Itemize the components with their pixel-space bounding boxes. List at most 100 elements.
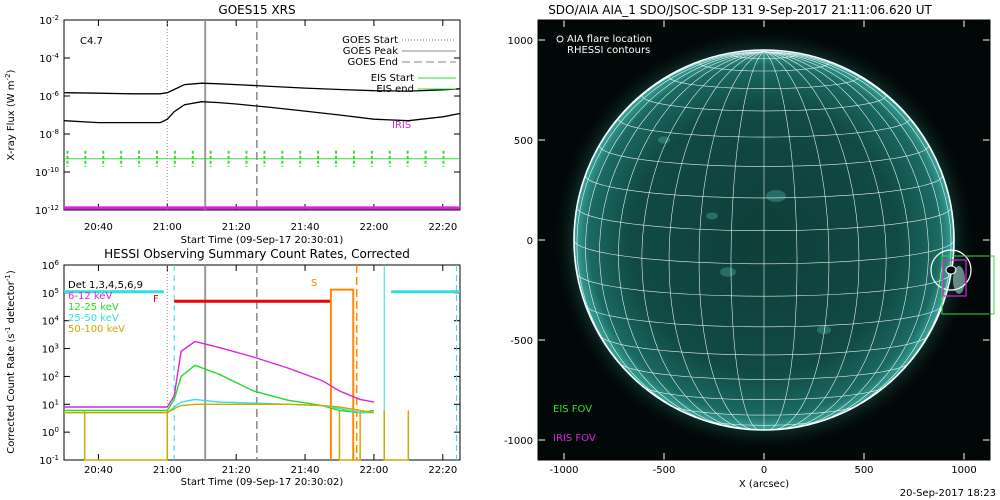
hessi-y-tick-label: 104 bbox=[42, 315, 60, 328]
hessi-plot-frame bbox=[63, 264, 461, 461]
aia-longitude-line bbox=[763, 51, 830, 431]
goes-x-tick-label: 22:20 bbox=[428, 222, 457, 233]
aia-legend-rhessi: RHESSI contours bbox=[567, 45, 650, 56]
goes-x-tick-label: 21:00 bbox=[153, 222, 182, 233]
goes-x-axis: 20:40 21:00 21:20 21:40 22:00 22:20 bbox=[84, 20, 457, 233]
hessi-y-tick-label: 101 bbox=[42, 398, 59, 411]
hessi-legend-det: Det 1,3,4,5,6,9 bbox=[68, 280, 143, 291]
hessi-legend-25-50: 25-50 keV bbox=[68, 313, 119, 324]
goes-flare-class: C4.7 bbox=[80, 36, 103, 47]
goes-y-tick-label: 10-8 bbox=[39, 128, 59, 141]
hessi-legend: Det 1,3,4,5,6,9 6-12 keV 12-25 keV 25-50… bbox=[68, 278, 317, 335]
aia-longitude-line bbox=[668, 51, 765, 429]
aia-x-axis: -1000 -500 0 500 1000 bbox=[549, 20, 977, 476]
legend-goes-peak: GOES Peak bbox=[343, 46, 398, 57]
hessi-data-gap bbox=[338, 410, 361, 461]
aia-flare-location-circle bbox=[930, 249, 972, 291]
aia-x-tick-label: 500 bbox=[854, 465, 873, 476]
aia-flare-location-legend-icon bbox=[556, 35, 564, 43]
hessi-y-tick-label: 102 bbox=[42, 370, 59, 383]
hessi-title: HESSI Observing Summary Count Rates, Cor… bbox=[104, 247, 410, 261]
aia-longitude-line bbox=[730, 51, 765, 431]
hessi-x-label: Start Time (09-Sep-17 20:30:02) bbox=[181, 477, 344, 488]
aia-x-tick-label: -1000 bbox=[549, 465, 578, 476]
hessi-flag-s-bar bbox=[329, 288, 355, 460]
legend-iris: IRIS bbox=[392, 120, 411, 131]
aia-flare-brightening bbox=[953, 266, 965, 294]
aia-footer-date: 20-Sep-2017 18:23 bbox=[900, 488, 996, 499]
hessi-x-axis: 20:40 21:00 21:20 21:40 22:00 22:20 bbox=[84, 265, 457, 476]
hessi-y-tick-label: 105 bbox=[42, 287, 59, 300]
aia-eis-fov-label: EIS FOV bbox=[553, 404, 592, 415]
aia-y-tick-label: -1000 bbox=[504, 436, 533, 447]
aia-active-region bbox=[706, 212, 718, 220]
goes-plot-frame bbox=[63, 19, 461, 211]
goes-y-tick-label: 10-4 bbox=[39, 52, 59, 65]
aia-heliographic-grid bbox=[573, 51, 955, 431]
aia-longitude-line bbox=[763, 51, 860, 429]
hessi-legend-12-25: 12-25 keV bbox=[68, 302, 119, 313]
goes-x-tick-label: 20:40 bbox=[84, 222, 113, 233]
hessi-legend-6-12: 6-12 keV bbox=[68, 291, 112, 302]
aia-x-label: X (arcsec) bbox=[739, 479, 789, 490]
hessi-data-gap bbox=[83, 410, 169, 461]
goes-data-layer bbox=[63, 20, 461, 210]
aia-iris-fov-label: IRIS FOV bbox=[553, 433, 596, 444]
goes-curve-short bbox=[63, 101, 461, 124]
aia-longitude-line bbox=[698, 51, 765, 431]
hessi-y-tick-label: 106 bbox=[42, 259, 60, 272]
aia-longitude-line bbox=[641, 51, 765, 429]
goes-y-tick-label: 10-6 bbox=[39, 90, 59, 103]
aia-longitude-line bbox=[576, 51, 765, 388]
aia-legend-flare-location: AIA flare location bbox=[567, 34, 652, 45]
aia-active-region bbox=[766, 190, 786, 202]
goes-x-label: Start Time (09-Sep-17 20:30:01) bbox=[181, 235, 344, 246]
hessi-y-label: Corrected Count Rate (s-1 detector-1) bbox=[4, 270, 17, 454]
hessi-y-tick-label: 10-1 bbox=[39, 454, 59, 467]
aia-image-layer bbox=[551, 27, 995, 453]
legend-eis-start: EIS Start bbox=[371, 73, 414, 84]
hessi-x-tick-label: 21:00 bbox=[153, 465, 182, 476]
aia-panel: SDO/AIA AIA_1 SDO/JSOC-SDP 131 9-Sep-201… bbox=[504, 3, 996, 499]
hessi-x-tick-label: 22:20 bbox=[428, 465, 457, 476]
aia-longitude-line bbox=[763, 51, 798, 431]
goes-y-tick-label: 10-12 bbox=[35, 204, 59, 217]
aia-y-tick-label: -500 bbox=[510, 336, 533, 347]
goes-y-tick-label: 10-2 bbox=[39, 14, 59, 27]
aia-eis-fov-box bbox=[941, 255, 995, 315]
aia-x-tick-label: -500 bbox=[653, 465, 676, 476]
hessi-x-tick-label: 22:00 bbox=[359, 465, 388, 476]
aia-image-frame bbox=[537, 19, 991, 461]
aia-longitude-line bbox=[763, 51, 929, 425]
aia-active-region bbox=[817, 325, 831, 335]
goes-y-tick-label: 10-10 bbox=[35, 166, 59, 179]
hessi-x-tick-label: 21:20 bbox=[222, 465, 251, 476]
aia-active-region bbox=[720, 267, 736, 277]
goes-title: GOES15 XRS bbox=[218, 3, 295, 17]
aia-longitude-line bbox=[763, 51, 910, 428]
hessi-panel: HESSI Observing Summary Count Rates, Cor… bbox=[4, 247, 461, 488]
aia-y-tick-label: 0 bbox=[527, 236, 533, 247]
goes-y-label: X-ray Flux (W m-2) bbox=[4, 69, 17, 160]
aia-y-tick-label: 500 bbox=[514, 136, 533, 147]
goes-x-tick-label: 21:20 bbox=[222, 222, 251, 233]
aia-title: SDO/AIA AIA_1 SDO/JSOC-SDP 131 9-Sep-201… bbox=[548, 3, 932, 17]
aia-longitude-line bbox=[763, 51, 887, 429]
aia-limb bbox=[573, 49, 955, 431]
goes-x-tick-label: 21:40 bbox=[291, 222, 320, 233]
hessi-data-gap bbox=[383, 410, 410, 461]
legend-goes-end: GOES End bbox=[348, 57, 398, 68]
hessi-x-tick-label: 21:40 bbox=[291, 465, 320, 476]
aia-longitude-line bbox=[585, 51, 765, 416]
goes-curve-long bbox=[63, 82, 461, 95]
hessi-flag-f-label: F bbox=[153, 294, 159, 305]
aia-longitude-line bbox=[763, 51, 952, 388]
aia-y-axis: -1000 -500 0 500 1000 bbox=[504, 36, 990, 447]
hessi-flag-s-label: S bbox=[311, 278, 317, 289]
goes-legend: GOES Start GOES Peak GOES End EIS Start … bbox=[342, 35, 456, 131]
aia-longitude-line bbox=[763, 51, 943, 416]
hessi-x-tick-label: 20:40 bbox=[84, 465, 113, 476]
aia-iris-fov-box bbox=[942, 259, 967, 297]
aia-longitude-line bbox=[599, 51, 765, 425]
